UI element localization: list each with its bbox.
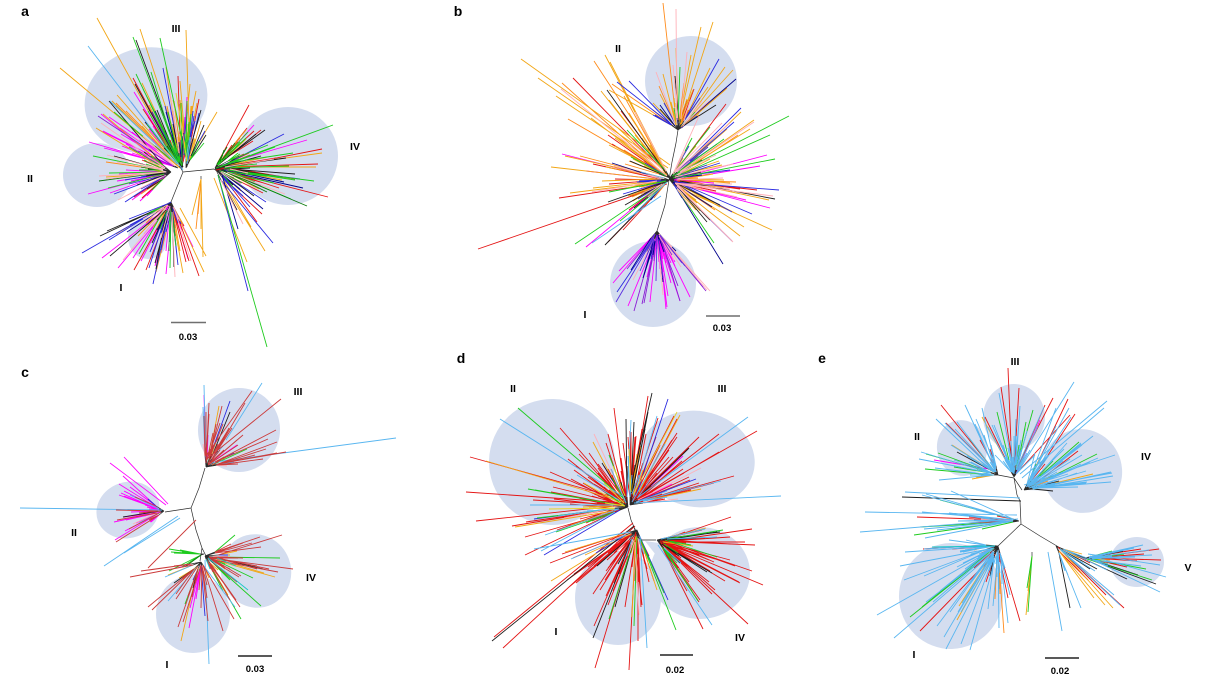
svg-text:d: d xyxy=(457,350,466,366)
svg-text:I: I xyxy=(166,659,169,671)
svg-text:II: II xyxy=(914,431,920,443)
svg-text:b: b xyxy=(454,3,463,19)
svg-text:IV: IV xyxy=(350,141,360,153)
svg-text:c: c xyxy=(21,364,29,380)
svg-text:I: I xyxy=(913,649,916,661)
svg-text:I: I xyxy=(120,282,123,294)
svg-text:0.02: 0.02 xyxy=(666,665,685,676)
svg-text:0.03: 0.03 xyxy=(179,332,198,343)
svg-text:III: III xyxy=(172,23,181,35)
svg-text:IV: IV xyxy=(1141,451,1151,463)
svg-text:III: III xyxy=(718,383,727,395)
svg-text:0.03: 0.03 xyxy=(246,664,265,675)
svg-text:II: II xyxy=(71,527,77,539)
svg-text:III: III xyxy=(1011,356,1020,368)
svg-text:0.03: 0.03 xyxy=(713,323,732,334)
svg-text:a: a xyxy=(21,3,29,19)
svg-text:II: II xyxy=(615,43,621,55)
svg-text:I: I xyxy=(555,626,558,638)
svg-text:I: I xyxy=(584,309,587,321)
svg-text:II: II xyxy=(27,173,33,185)
svg-text:IV: IV xyxy=(306,572,316,584)
svg-text:e: e xyxy=(818,350,826,366)
svg-text:III: III xyxy=(294,386,303,398)
svg-text:V: V xyxy=(1184,562,1191,574)
svg-text:0.02: 0.02 xyxy=(1051,666,1070,677)
svg-text:II: II xyxy=(510,383,516,395)
svg-text:IV: IV xyxy=(735,632,745,644)
